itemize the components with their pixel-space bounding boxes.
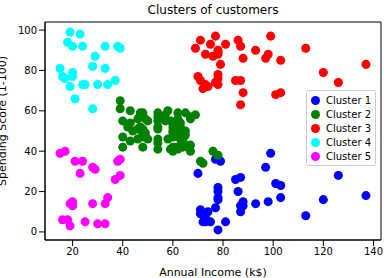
html-text:Cluster 5: Cluster 5 (326, 150, 371, 162)
svg-text:40: 40 (116, 246, 129, 257)
html-text:Cluster 2: Cluster 2 (326, 108, 371, 120)
svg-text:20: 20 (24, 186, 37, 197)
svg-text:80: 80 (24, 65, 37, 76)
svg-text:60: 60 (167, 246, 180, 257)
html-text:Cluster 1: Cluster 1 (326, 94, 371, 106)
svg-text:Spending Score (1-100): Spending Score (1-100) (8, 56, 9, 186)
svg-text:0: 0 (31, 226, 37, 237)
svg-text:100: 100 (18, 25, 37, 36)
svg-text:120: 120 (314, 246, 333, 257)
svg-text:100: 100 (264, 246, 283, 257)
svg-text:60: 60 (24, 105, 37, 116)
html-text:Clusters of customers: Clusters of customers (147, 3, 279, 17)
html-text:Cluster 4: Cluster 4 (326, 136, 371, 148)
svg-text:80: 80 (217, 246, 230, 257)
svg-text:40: 40 (24, 146, 37, 157)
html-text:Cluster 3: Cluster 3 (326, 122, 371, 134)
svg-text:Annual Income (k$): Annual Income (k$) (159, 266, 267, 278)
svg-text:140: 140 (364, 246, 381, 257)
svg-text:20: 20 (66, 246, 79, 257)
